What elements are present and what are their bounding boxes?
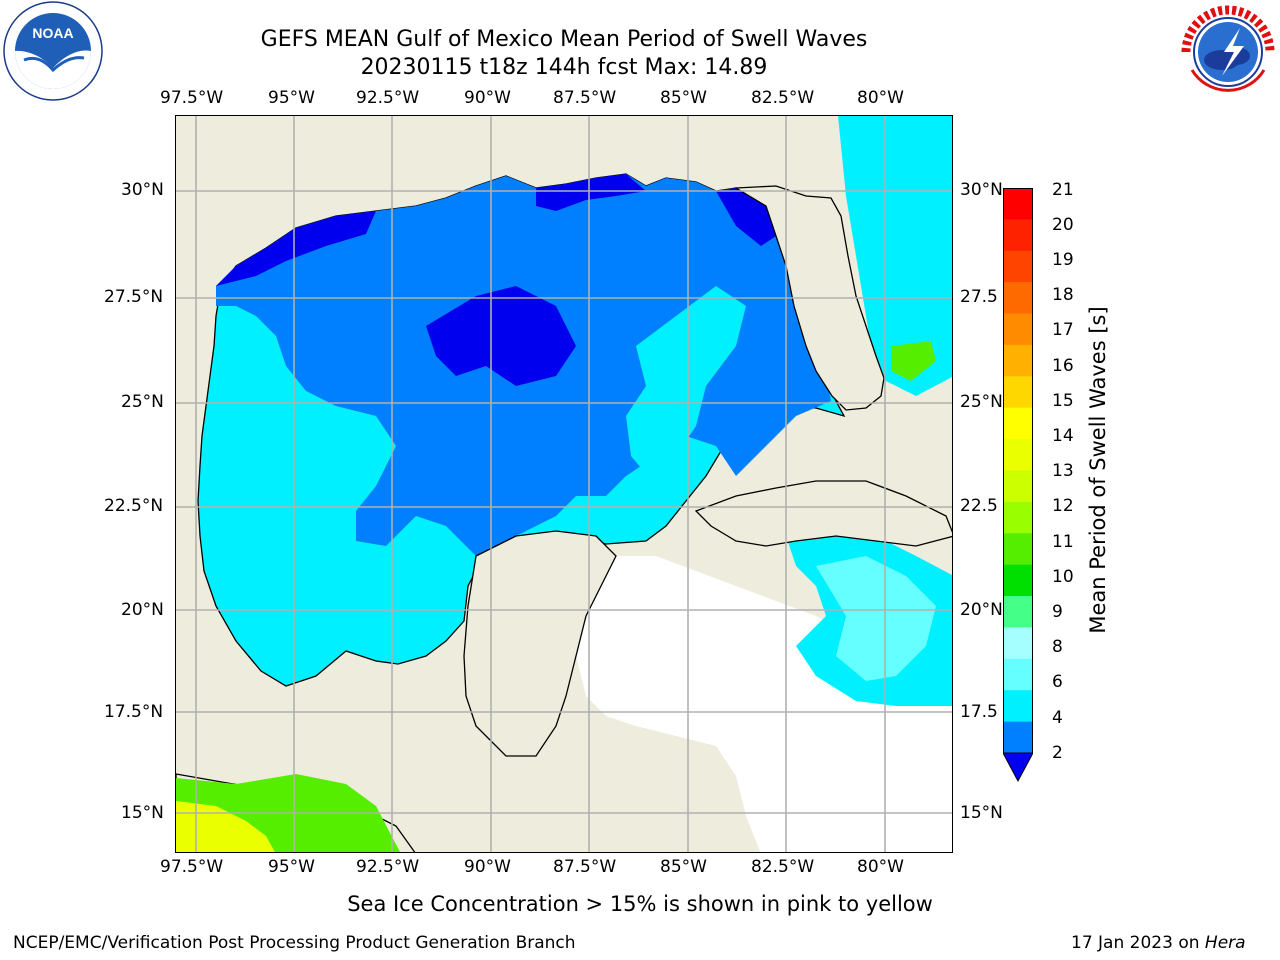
lon-label-bottom-5: 87.5°W xyxy=(553,857,617,877)
colorbar-tick: 8 xyxy=(1052,637,1063,657)
chart-title: GEFS MEAN Gulf of Mexico Mean Period of … xyxy=(260,27,868,52)
colorbar-segment xyxy=(1003,596,1033,629)
colorbar-segment xyxy=(1003,250,1033,283)
colorbar-segment xyxy=(1003,282,1033,315)
lon-label-top-3: 92.5°W xyxy=(356,88,420,108)
lon-label-top-5: 87.5°W xyxy=(553,88,617,108)
chart-subtitle: 20230115 t18z 144h fcst Max: 14.89 xyxy=(360,55,768,80)
map-panel xyxy=(175,115,953,853)
colorbar-segment xyxy=(1003,344,1033,377)
colorbar-tick: 10 xyxy=(1052,567,1074,587)
lon-label-bottom-4: 90°W xyxy=(464,857,511,877)
colorbar-segment xyxy=(1003,564,1033,597)
colorbar-segment xyxy=(1003,501,1033,534)
colorbar-tick: 6 xyxy=(1052,672,1063,692)
noaa-logo-text: NOAA xyxy=(32,25,73,41)
atlantic-water xyxy=(838,116,952,396)
colorbar-tick: 17 xyxy=(1052,320,1074,340)
colorbar-segment xyxy=(1003,188,1033,220)
swell-period-map xyxy=(176,116,952,852)
colorbar-tick: 11 xyxy=(1052,532,1074,552)
lon-label-top-1: 97.5°W xyxy=(160,88,224,108)
lon-label-top-6: 85°W xyxy=(660,88,707,108)
colorbar-tick: 12 xyxy=(1052,496,1074,516)
swell-region-caribbean-light xyxy=(816,556,936,681)
colorbar-tick: 18 xyxy=(1052,285,1074,305)
graticule xyxy=(176,116,952,852)
colorbar-tick: 15 xyxy=(1052,391,1074,411)
lon-label-bottom-6: 85°W xyxy=(660,857,707,877)
colorbar-segment xyxy=(1003,219,1033,252)
colorbar-segment xyxy=(1003,313,1033,346)
lat-label-right-6: 17.5 xyxy=(960,702,998,722)
swell-region-under-2s xyxy=(536,174,646,211)
yucatan-land xyxy=(463,530,617,757)
colorbar-tick: 4 xyxy=(1052,708,1063,728)
sea-ice-caption: Sea Ice Concentration > 15% is shown in … xyxy=(0,892,1280,916)
lat-label-left-5: 20°N xyxy=(121,600,164,620)
colorbar-segment xyxy=(1003,690,1033,723)
colorbar-segment xyxy=(1003,721,1033,754)
cuba-land xyxy=(694,480,952,547)
colorbar-segment xyxy=(1003,407,1033,440)
colorbar-segment xyxy=(1003,439,1033,472)
sea-ice-caption-text: Sea Ice Concentration > 15% is shown in … xyxy=(347,892,933,916)
colorbar-label: Mean Period of Swell Waves [s] xyxy=(1086,306,1110,634)
lon-label-bottom-7: 82.5°W xyxy=(751,857,815,877)
colorbar-segment xyxy=(1003,470,1033,503)
lon-label-bottom-3: 92.5°W xyxy=(356,857,420,877)
colorbar-segment xyxy=(1003,533,1033,566)
lon-label-bottom-2: 95°W xyxy=(268,857,315,877)
lon-label-bottom-8: 80°W xyxy=(857,857,904,877)
colorbar-tick: 2 xyxy=(1052,743,1063,763)
swell-region-under-2s xyxy=(716,188,776,246)
green-swell-patch xyxy=(891,341,936,381)
lat-label-left-4: 22.5°N xyxy=(104,496,164,516)
lon-label-bottom-1: 97.5°W xyxy=(160,857,224,877)
lat-label-left-1: 30°N xyxy=(121,180,164,200)
colorbar-tick: 13 xyxy=(1052,461,1074,481)
colorbar-tick: 21 xyxy=(1052,180,1074,200)
colorbar-tick: 14 xyxy=(1052,426,1074,446)
colorbar-under-arrow xyxy=(1003,752,1033,783)
colorbar-tick: 9 xyxy=(1052,602,1063,622)
lat-label-left-2: 27.5°N xyxy=(104,287,164,307)
footer-branch: NCEP/EMC/Verification Post Processing Pr… xyxy=(13,933,576,953)
lat-label-right-3: 25°N xyxy=(960,392,1003,412)
lat-label-left-6: 17.5°N xyxy=(104,702,164,722)
colorbar-tick: 20 xyxy=(1052,215,1074,235)
colorbar-tick: 16 xyxy=(1052,356,1074,376)
nws-logo xyxy=(1180,4,1276,100)
lat-label-right-5: 20°N xyxy=(960,600,1003,620)
lat-label-right-2: 27.5 xyxy=(960,287,998,307)
lat-label-left-7: 15°N xyxy=(121,803,164,823)
lon-label-top-7: 82.5°W xyxy=(751,88,815,108)
swell-region-under-2s xyxy=(426,286,576,386)
lon-label-top-2: 95°W xyxy=(268,88,315,108)
swell-region-under-2s xyxy=(216,211,376,286)
footer-date-text: 17 Jan 2023 on xyxy=(1071,933,1205,953)
colorbar-segment xyxy=(1003,627,1033,660)
colorbar-tick: 19 xyxy=(1052,250,1074,270)
lon-label-top-8: 80°W xyxy=(857,88,904,108)
footer-host: Hera xyxy=(1204,933,1246,953)
swell-region-4-6s xyxy=(626,286,746,486)
footer-date: 17 Jan 2023 on Hera xyxy=(1071,933,1246,953)
lat-label-left-3: 25°N xyxy=(121,392,164,412)
lon-label-top-4: 90°W xyxy=(464,88,511,108)
lat-label-right-7: 15°N xyxy=(960,803,1003,823)
no-data-area xyxy=(576,556,952,852)
lat-label-right-1: 30°N xyxy=(960,180,1003,200)
noaa-logo: NOAA xyxy=(3,1,103,101)
colorbar xyxy=(1003,188,1033,783)
colorbar-segment xyxy=(1003,658,1033,691)
lat-label-right-4: 22.5 xyxy=(960,496,998,516)
colorbar-frame xyxy=(1003,188,1033,754)
colorbar-segment xyxy=(1003,376,1033,409)
